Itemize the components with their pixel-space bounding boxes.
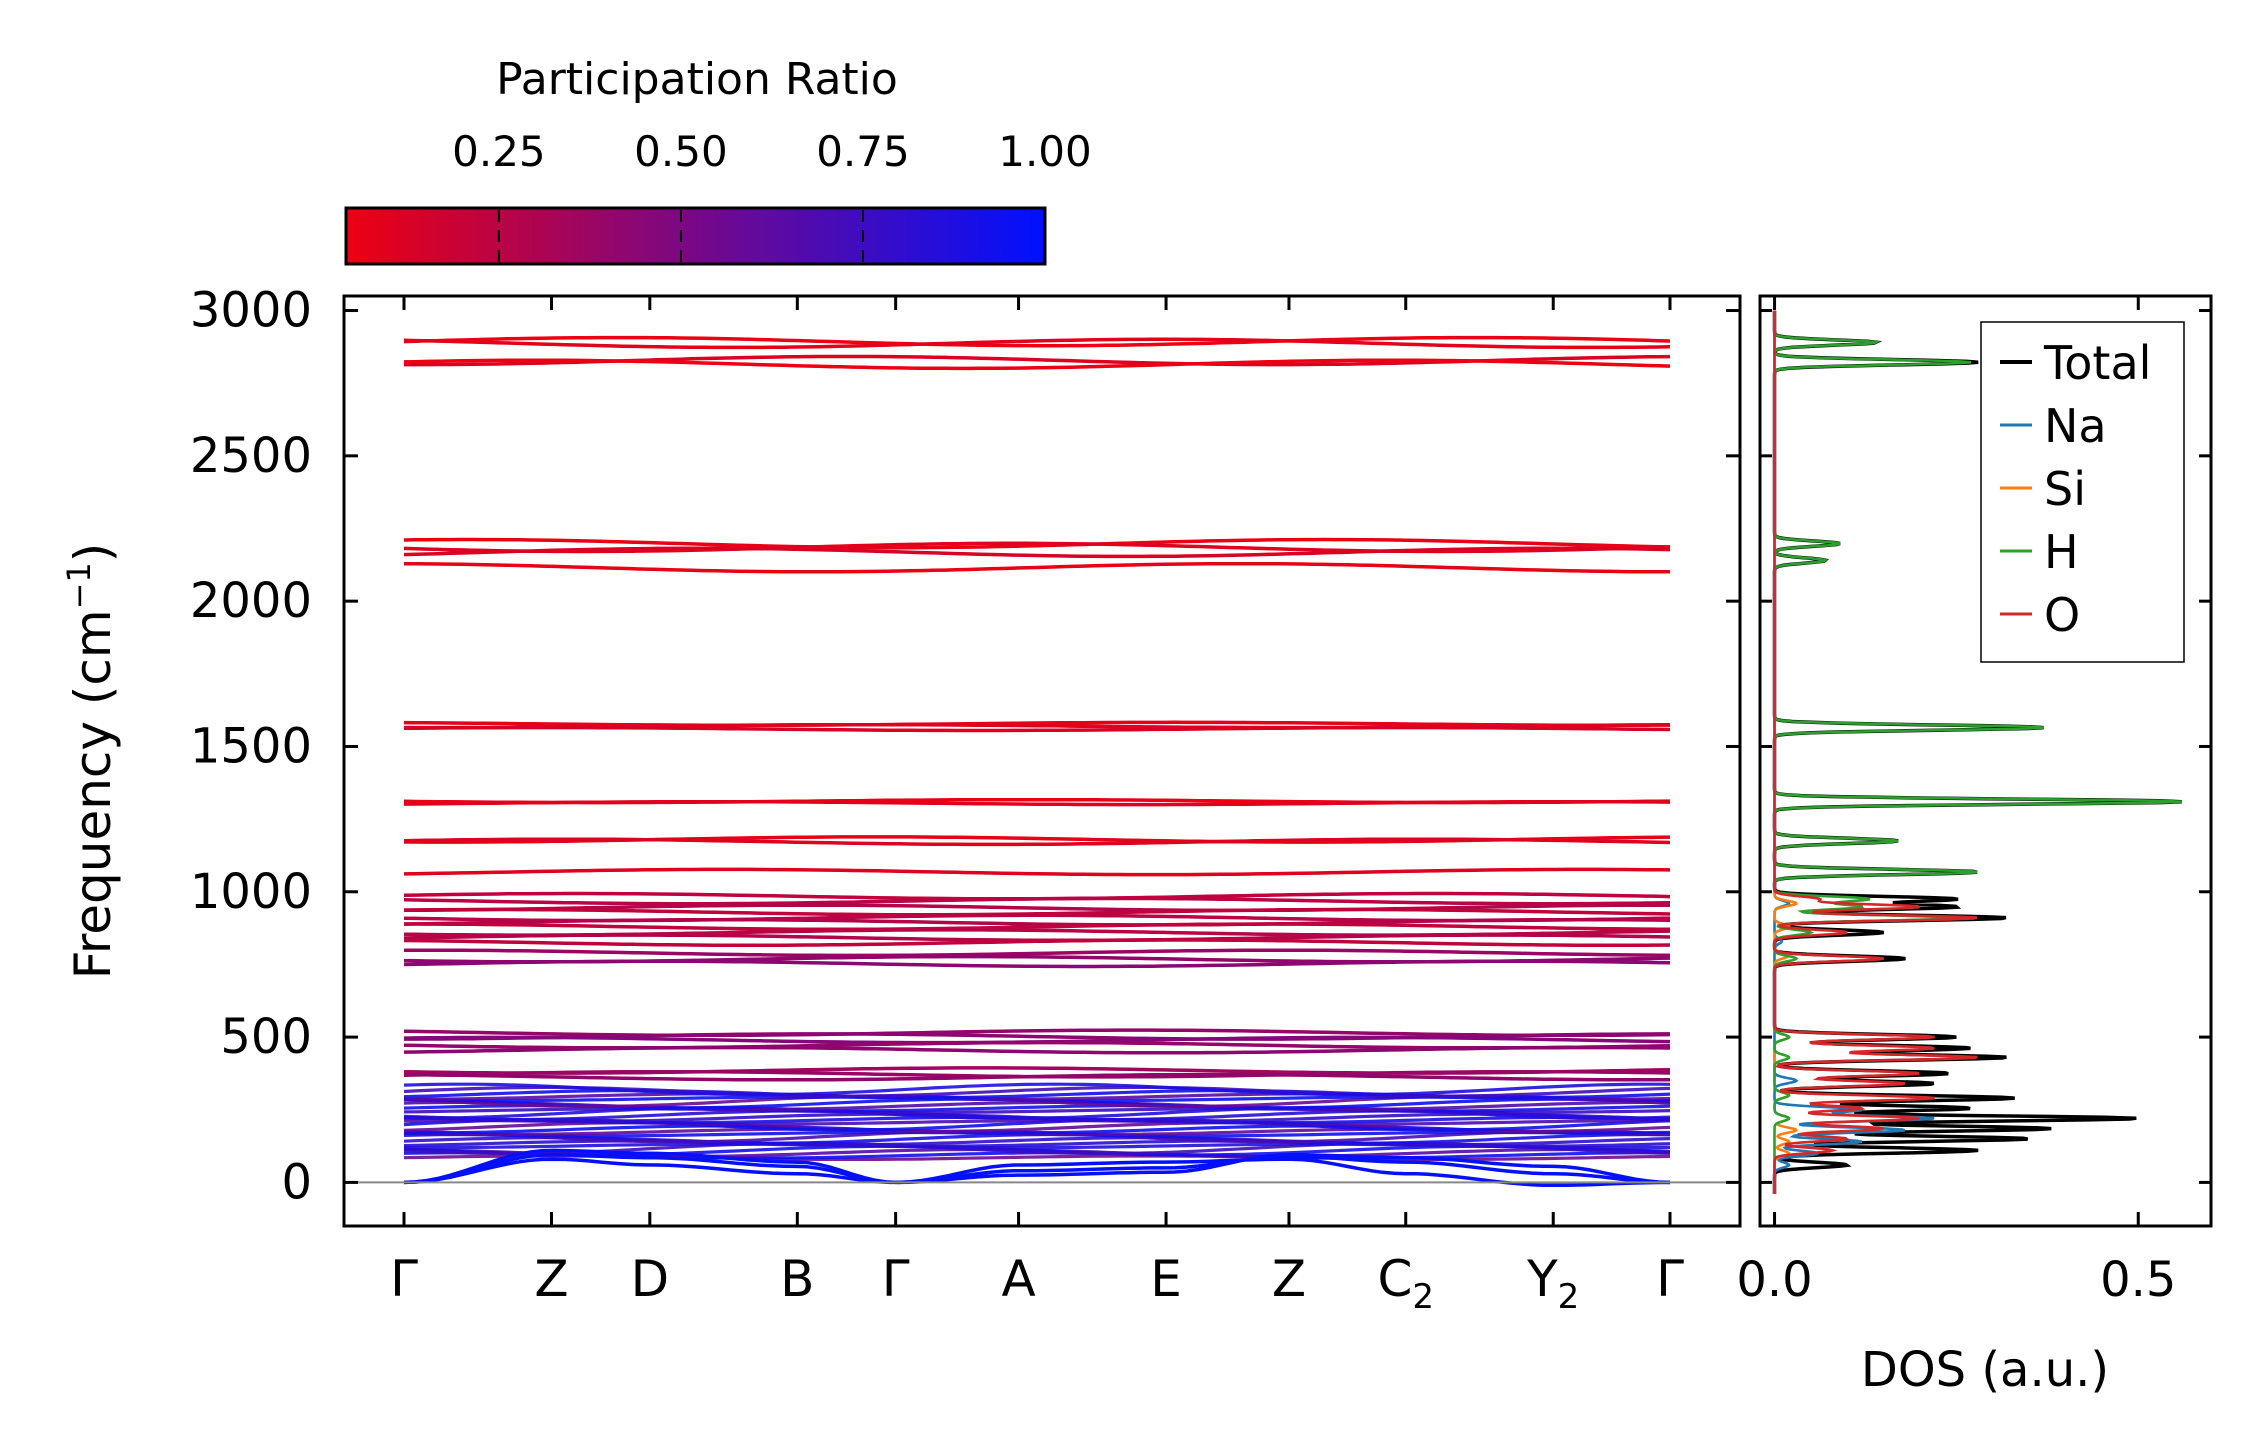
kpoint-label: C2 xyxy=(1377,1250,1434,1317)
kpoint-label-main: A xyxy=(1001,1250,1035,1308)
phonon-band xyxy=(403,337,1671,350)
kpoint-label: Γ xyxy=(882,1250,910,1308)
kpoint-label: Y2 xyxy=(1526,1250,1579,1317)
acoustic-branch xyxy=(403,1148,1671,1185)
legend: Total Na Si HO xyxy=(1980,321,2185,663)
y-tick-label: 500 xyxy=(220,1009,312,1065)
phonon-band xyxy=(403,933,1671,943)
legend-label: H xyxy=(2044,525,2079,579)
y-axis-label-sup: −1 xyxy=(60,562,98,609)
y-axis-label: Frequency (cm−1) xyxy=(60,543,122,980)
phonon-band xyxy=(403,541,1671,554)
phonon-band xyxy=(403,959,1671,969)
kpoint-label-main: Γ xyxy=(1656,1250,1684,1308)
kpoint-label: D xyxy=(631,1250,670,1308)
kpoint-label-main: Y xyxy=(1526,1250,1558,1308)
phonon-band xyxy=(403,720,1670,728)
kpoint-label-main: B xyxy=(780,1250,814,1308)
dos-curve-o xyxy=(1773,310,1978,1194)
colorbar: Participation Ratio 0.25 0.50 0.75 1.00 xyxy=(344,54,1092,266)
kpoint-label: Γ xyxy=(1656,1250,1684,1308)
phonon-band xyxy=(403,546,1671,559)
kpoint-label-sub: 2 xyxy=(1412,1277,1434,1317)
kpoint-label-main: C xyxy=(1377,1250,1412,1308)
y-tick-label: 2500 xyxy=(190,428,312,484)
phonon-band xyxy=(404,1072,1670,1082)
phonon-band xyxy=(404,903,1670,913)
dos-axis-ticks xyxy=(1760,296,2211,1226)
phonon-band xyxy=(404,922,1670,932)
kpoint-label-main: Γ xyxy=(882,1250,910,1308)
y-tick-label: 1000 xyxy=(190,864,312,920)
y-tick-labels: 0 500 1000 1500 2000 2500 3000 xyxy=(190,283,312,1211)
colorbar-ticks xyxy=(497,210,864,262)
phonon-band xyxy=(403,1082,1671,1097)
phonon-band xyxy=(403,561,1670,574)
acoustic-branch xyxy=(403,1153,1671,1185)
colorbar-bar xyxy=(344,206,1047,266)
legend-label: O xyxy=(2044,588,2080,642)
kpoint-label-main: Z xyxy=(534,1250,568,1308)
kpoint-label: Z xyxy=(1272,1250,1306,1308)
kpoint-label-main: E xyxy=(1150,1250,1182,1308)
phonon-band xyxy=(403,537,1671,550)
y-axis-label-main: Frequency (cm xyxy=(64,609,122,979)
legend-label: Si xyxy=(2044,462,2086,516)
dos-x-tick-labels: 0.0 0.5 xyxy=(1736,1252,2176,1308)
phonon-band xyxy=(403,799,1671,807)
colorbar-tick-label: 0.75 xyxy=(816,127,910,176)
dos-x-tick-label: 0.0 xyxy=(1736,1252,1812,1308)
kpoint-label: Z xyxy=(534,1250,568,1308)
acoustic-branch xyxy=(403,1157,1671,1188)
kpoint-label: B xyxy=(780,1250,814,1308)
dos-x-axis-label: DOS (a.u.) xyxy=(1861,1342,2109,1398)
legend-items: Total Na Si HO xyxy=(2000,336,2151,642)
colorbar-tick-label: 0.50 xyxy=(634,127,728,176)
legend-frame xyxy=(1980,321,2185,663)
phonon-band xyxy=(403,867,1671,877)
y-tick-label: 1500 xyxy=(190,718,312,774)
main-axis-ticks xyxy=(344,296,1740,1226)
kpoint-label: E xyxy=(1150,1250,1182,1308)
y-tick-label: 2000 xyxy=(190,573,312,629)
phonon-band xyxy=(403,896,1671,906)
kpoint-label: Γ xyxy=(390,1250,418,1308)
y-tick-label: 3000 xyxy=(190,283,312,339)
legend-label: Na xyxy=(2044,399,2107,453)
phonon-band xyxy=(403,725,1671,733)
colorbar-title: Participation Ratio xyxy=(496,54,898,105)
colorbar-tick-label: 1.00 xyxy=(998,127,1092,176)
kpoint-label: A xyxy=(1001,1250,1035,1308)
dos-curves xyxy=(1772,310,2182,1194)
phonon-band xyxy=(404,948,1671,958)
phonon-band xyxy=(403,1045,1671,1055)
kpoint-label-main: D xyxy=(631,1250,670,1308)
kpoint-label-sub: 2 xyxy=(1558,1277,1580,1317)
phonon-band xyxy=(403,917,1671,927)
kpoint-label-main: Γ xyxy=(390,1250,418,1308)
dos-panel: 0.0 0.5 DOS (a.u.) Total Na Si HO xyxy=(1736,294,2213,1398)
kpoint-label-main: Z xyxy=(1272,1250,1306,1308)
y-tick-label: 0 xyxy=(281,1154,312,1210)
y-axis-label-close: ) xyxy=(64,543,122,563)
phonon-band xyxy=(403,837,1671,847)
dos-x-tick-label: 0.5 xyxy=(2100,1252,2176,1308)
phonon-band xyxy=(403,358,1671,371)
legend-label: Total xyxy=(2043,336,2151,390)
dos-axes-frame xyxy=(1758,294,2213,1228)
band-lines xyxy=(403,335,1671,1188)
phonon-band xyxy=(403,335,1671,348)
kpoint-labels: Γ Z D B Γ A E Z C2 Y2 Γ xyxy=(390,1250,1684,1317)
band-axes-frame xyxy=(342,294,1742,1228)
colorbar-tick-label: 0.25 xyxy=(452,127,546,176)
phonon-band xyxy=(403,938,1671,948)
